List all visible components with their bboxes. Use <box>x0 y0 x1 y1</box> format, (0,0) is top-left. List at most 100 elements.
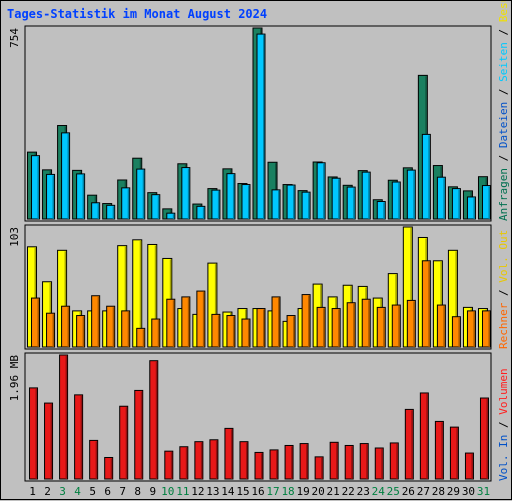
bar-shadow <box>278 190 280 219</box>
bar-rechner <box>301 294 311 348</box>
day-label: 11 <box>176 485 189 498</box>
bar-shadow <box>261 453 263 479</box>
bar-volumen <box>449 426 459 480</box>
bar-volumen <box>344 444 354 480</box>
bar-shadow <box>214 264 217 347</box>
legend-entry: / <box>497 22 510 42</box>
panel-legend-volume: Vol. In / Volumen <box>497 368 510 481</box>
bar-dateien <box>376 201 386 220</box>
bar-shadow <box>35 388 38 479</box>
bar-volumen <box>104 456 114 480</box>
bar-rechner <box>316 306 326 348</box>
bar-dateien <box>226 173 236 220</box>
day-label: 16 <box>251 485 264 498</box>
bar-shadow <box>351 446 353 479</box>
day-label: 18 <box>281 485 294 498</box>
day-label: 28 <box>432 485 445 498</box>
bar-shadow <box>353 188 355 219</box>
bar-shadow <box>170 452 173 479</box>
day-label: 15 <box>236 485 249 498</box>
day-label: 31 <box>477 485 490 498</box>
day-label: 21 <box>327 485 340 498</box>
bar-shadow <box>200 442 203 479</box>
bar-shadow <box>383 202 385 219</box>
day-label: 22 <box>342 485 355 498</box>
bar-shadow <box>321 457 323 479</box>
bar-shadow <box>154 245 157 347</box>
bar-rechner <box>286 315 296 348</box>
day-label: 3 <box>59 485 66 498</box>
bar-shadow <box>410 228 412 347</box>
bar-rechner <box>346 302 356 348</box>
bar-shadow <box>308 193 310 219</box>
bar-shadow <box>230 429 233 479</box>
bar-dateien <box>181 167 191 220</box>
bar-shadow <box>142 329 145 347</box>
bar-shadow <box>82 316 85 347</box>
bar-rechner <box>181 296 191 348</box>
bar-shadow <box>396 443 398 479</box>
bar-dateien <box>286 184 296 220</box>
bar-dateien <box>316 162 326 220</box>
bar-rechner <box>166 298 176 348</box>
bar-volumen <box>389 442 399 480</box>
bar-volumen <box>464 452 474 480</box>
bar-shadow <box>97 296 100 347</box>
bar-shadow <box>34 247 37 347</box>
bar-volumen <box>194 441 204 480</box>
bar-shadow <box>383 308 385 347</box>
bar-volumen <box>164 450 174 480</box>
bar-shadow <box>411 410 413 479</box>
day-label: 5 <box>89 485 96 498</box>
legend-entry: Seiten <box>497 42 510 82</box>
day-label: 23 <box>357 485 370 498</box>
bar-shadow <box>202 292 205 347</box>
day-label: 17 <box>266 485 279 498</box>
bar-shadow <box>139 240 142 347</box>
day-label: 2 <box>44 485 51 498</box>
day-label: 6 <box>104 485 111 498</box>
bar-volumen <box>479 397 489 480</box>
bar-rechner <box>376 306 386 348</box>
panel-max-label: 1.96 MB <box>8 355 21 402</box>
day-label: 27 <box>417 485 430 498</box>
bar-dateien <box>31 155 41 220</box>
legend-entry: / <box>497 82 510 102</box>
legend-entry: Volumen <box>497 368 510 414</box>
bar-shadow <box>473 197 475 219</box>
bar-shadow <box>172 300 175 347</box>
bar-dateien <box>271 189 281 220</box>
bar-dateien <box>406 169 416 220</box>
bar-shadow <box>413 301 415 347</box>
bar-rechner <box>481 310 491 348</box>
bar-shadow <box>125 407 128 479</box>
legend-entry: / <box>497 415 510 435</box>
bar-volumen <box>404 408 414 480</box>
bar-shadow <box>323 308 325 347</box>
bar-shadow <box>263 35 265 219</box>
bar-shadow <box>110 458 113 479</box>
legend-entry: Besuche <box>497 1 510 22</box>
bar-shadow <box>217 315 220 347</box>
bar-shadow <box>187 297 190 347</box>
day-label: 4 <box>74 485 81 498</box>
bar-shadow <box>52 314 55 347</box>
bar-shadow <box>338 179 340 219</box>
bar-volumen <box>254 451 264 480</box>
bar-volumen <box>434 420 444 480</box>
bar-dateien <box>346 186 356 220</box>
bar-shadow <box>232 174 235 219</box>
bar-shadow <box>323 163 325 219</box>
day-label: 9 <box>149 485 156 498</box>
bar-rechner <box>61 305 71 348</box>
bar-dateien <box>421 133 431 220</box>
bar-dateien <box>466 196 476 220</box>
bar-volumen <box>44 402 54 480</box>
bar-shadow <box>155 361 158 479</box>
day-label: 19 <box>296 485 309 498</box>
bar-volumen <box>74 394 84 480</box>
bar-volumen <box>209 439 219 480</box>
bar-shadow <box>366 444 368 479</box>
bar-rechner <box>256 308 266 348</box>
